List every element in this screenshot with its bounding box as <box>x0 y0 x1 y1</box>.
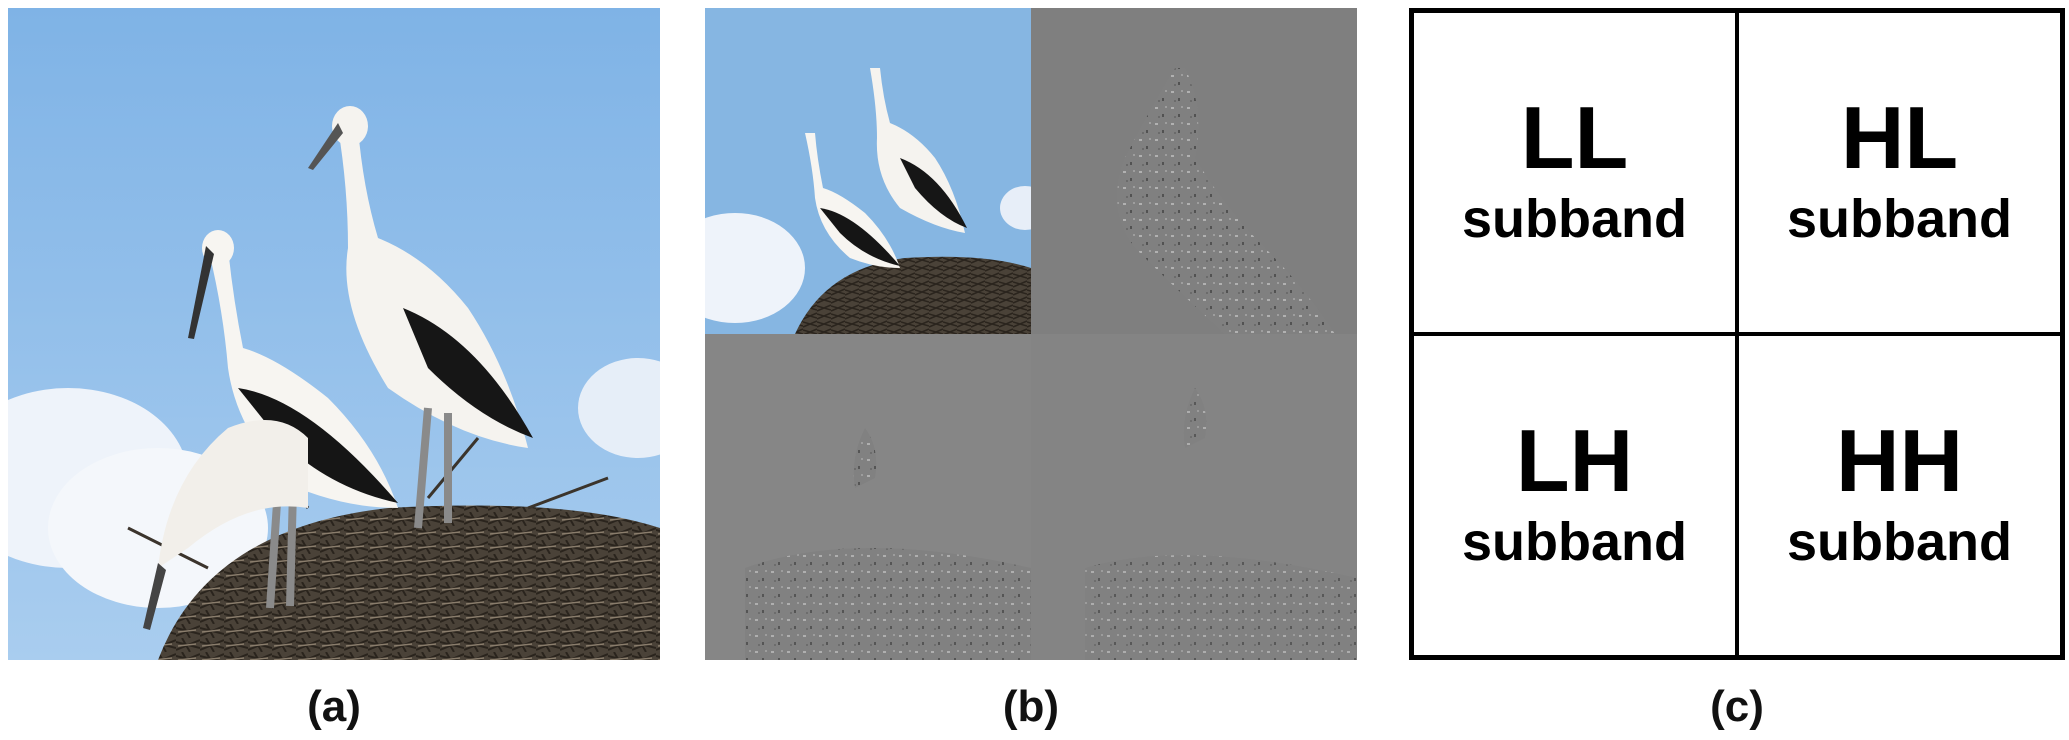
stork-photo <box>0 8 698 660</box>
hl-subband-label: subband <box>1787 189 2012 250</box>
stork-photo-illustration <box>0 8 698 660</box>
hh-subband-title: HH <box>1835 411 1964 511</box>
ll-subband-cell: LL subband <box>1414 13 1737 334</box>
hl-subband-title: HL <box>1840 88 1959 188</box>
caption-b: (b) <box>1002 682 1060 731</box>
ll-subband-title: LL <box>1520 88 1629 188</box>
caption-c: (c) <box>1710 682 1764 731</box>
lh-subband-cell: LH subband <box>1414 334 1737 655</box>
subband-layout-diagram: LL subband HL subband LH subband HH subb… <box>1409 8 2065 660</box>
lh-subband-title: LH <box>1515 411 1634 511</box>
ll-subband-label: subband <box>1462 189 1687 250</box>
wavelet-decomposition-illustration <box>665 8 1357 660</box>
hl-subband-cell: HL subband <box>1737 13 2060 334</box>
hh-subband-cell: HH subband <box>1737 334 2060 655</box>
hh-subband-label: subband <box>1787 512 2012 573</box>
wavelet-decomposition <box>665 8 1357 660</box>
caption-a: (a) <box>307 682 361 731</box>
lh-subband-label: subband <box>1462 512 1687 573</box>
